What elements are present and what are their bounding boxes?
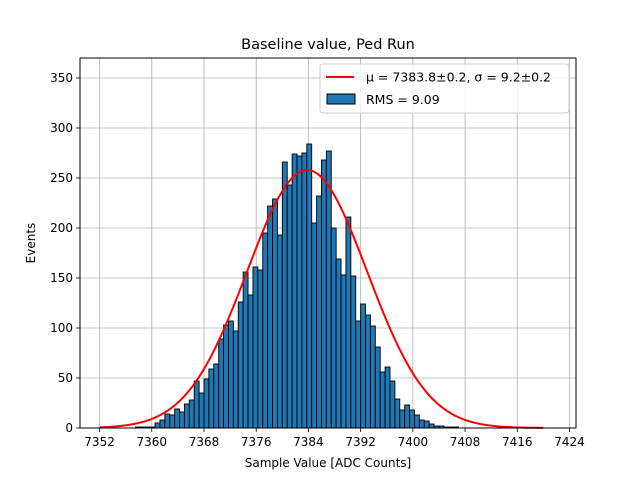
histogram-bar: [286, 184, 293, 429]
histogram-bar: [154, 422, 161, 429]
histogram-bar: [360, 303, 366, 429]
x-tick-label-9: 7424: [554, 435, 585, 449]
y-tick-label-4: 200: [50, 221, 73, 235]
y-tick-label-7: 350: [50, 71, 73, 85]
legend-box: [319, 63, 570, 114]
histogram-bar: [281, 161, 288, 429]
legend-fit-label: μ = 7383.8±0.2, σ = 9.2±0.2: [366, 70, 551, 85]
x-tick-label-4: 7384: [293, 435, 324, 449]
x-tick-label-8: 7416: [502, 435, 533, 449]
histogram-bar: [306, 143, 313, 429]
histogram-bar: [389, 380, 396, 429]
histogram-bar: [384, 366, 391, 429]
gaussian-fit: [99, 168, 544, 429]
histogram-bar: [237, 301, 244, 429]
histogram-bar: [188, 399, 195, 429]
histogram-bar: [174, 408, 180, 429]
histogram-bar: [272, 198, 278, 429]
histogram-bar: [394, 398, 401, 429]
histogram-bar: [350, 275, 357, 429]
histogram-bar: [330, 227, 337, 429]
histogram-bar: [183, 403, 190, 429]
y-axis-ticks: 0 50 100 150 200 250 300 350: [50, 71, 80, 435]
histogram-bar: [262, 232, 269, 429]
histogram-bar: [291, 153, 298, 429]
histogram-bar: [321, 159, 327, 429]
x-tick-label-5: 7392: [345, 435, 376, 449]
y-tick-label-2: 100: [50, 321, 73, 335]
histogram-bar: [409, 409, 415, 429]
x-tick-label-1: 7360: [137, 435, 168, 449]
histogram-bars: [135, 143, 459, 429]
histogram-bar: [374, 346, 381, 429]
x-tick-label-6: 7400: [398, 435, 429, 449]
histogram-bar: [418, 419, 425, 429]
histogram-bar: [404, 404, 411, 429]
x-axis-ticks: 7352 7360 7368 7376 7384 7392 7400 7408 7416 7424: [84, 428, 585, 449]
x-tick-label-0: 7352: [84, 435, 115, 449]
histogram-bar: [423, 420, 430, 429]
y-tick-label-0: 0: [65, 421, 73, 435]
histogram-bar: [198, 392, 205, 429]
histogram-bar: [242, 271, 249, 429]
histogram-bar: [335, 258, 342, 429]
legend-fit-mu: μ = 7383.8±0.2,: [366, 70, 474, 85]
y-axis-label: Events: [24, 223, 38, 264]
histogram-bar: [213, 363, 220, 429]
histogram-bar: [316, 195, 322, 429]
legend-fit-sigma: σ = 9.2±0.2: [474, 70, 551, 85]
histogram-bar: [252, 266, 259, 429]
chart-title: Baseline value, Ped Run: [241, 37, 415, 53]
histogram-bar: [296, 155, 303, 429]
y-tick-label-6: 300: [50, 121, 73, 135]
histogram-bar: [311, 222, 318, 429]
histogram-bar: [365, 314, 371, 429]
histogram-bar: [379, 371, 386, 429]
legend-bar-swatch: [326, 93, 356, 105]
histogram-bar: [164, 413, 171, 429]
histogram-bar: [369, 325, 376, 429]
histogram-bar: [355, 320, 362, 429]
y-tick-label-5: 250: [50, 171, 73, 185]
y-tick-label-3: 150: [50, 271, 73, 285]
histogram-bar: [232, 330, 239, 429]
histogram-bar: [340, 274, 347, 429]
histogram-bar: [414, 414, 420, 429]
plot-frame: [79, 57, 577, 429]
histogram-bar: [247, 294, 254, 429]
histogram-bar: [203, 378, 210, 429]
fit-curve: [99, 168, 544, 429]
histogram-bar: [218, 338, 225, 429]
x-tick-label-2: 7368: [189, 435, 220, 449]
histogram-bar: [257, 269, 264, 429]
histogram-bar: [325, 150, 332, 429]
histogram-bar: [223, 324, 229, 429]
histogram-bar: [399, 409, 406, 429]
legend-rms-label: RMS = 9.09: [366, 92, 440, 107]
histogram-bar: [228, 320, 234, 429]
histogram-bar: [345, 216, 352, 429]
histogram-bar: [301, 152, 308, 429]
histogram-bar: [267, 205, 273, 429]
histogram-bar: [159, 419, 166, 429]
histogram-bar: [169, 414, 176, 429]
x-tick-label-7: 7408: [450, 435, 481, 449]
histogram-bar: [208, 368, 215, 429]
x-axis-label: Sample Value [ADC Counts]: [245, 456, 411, 470]
histogram-bar: [193, 380, 200, 429]
x-tick-label-3: 7376: [241, 435, 272, 449]
histogram-bar: [179, 411, 185, 429]
legend: μ = 7383.8±0.2, σ = 9.2±0.2 RMS = 9.09: [319, 63, 570, 114]
histogram-bar: [276, 234, 283, 429]
histogram-bar: [428, 423, 435, 429]
y-tick-label-1: 50: [58, 371, 73, 385]
